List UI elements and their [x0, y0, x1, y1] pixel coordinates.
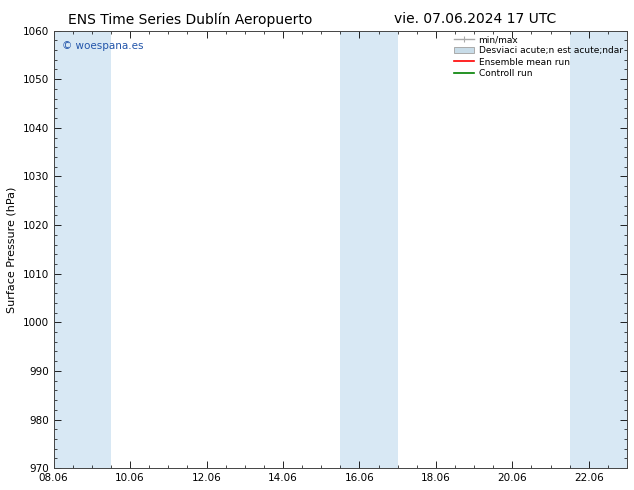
Bar: [340, 30, 398, 468]
Y-axis label: Surface Pressure (hPa): Surface Pressure (hPa): [7, 186, 17, 313]
Text: ENS Time Series Dublín Aeropuerto: ENS Time Series Dublín Aeropuerto: [68, 12, 313, 27]
Bar: [54, 30, 111, 468]
Text: vie. 07.06.2024 17 UTC: vie. 07.06.2024 17 UTC: [394, 12, 557, 26]
Legend: min/max, Desviaci acute;n est acute;ndar, Ensemble mean run, Controll run: min/max, Desviaci acute;n est acute;ndar…: [454, 35, 623, 78]
Text: © woespana.es: © woespana.es: [62, 42, 144, 51]
Bar: [570, 30, 627, 468]
